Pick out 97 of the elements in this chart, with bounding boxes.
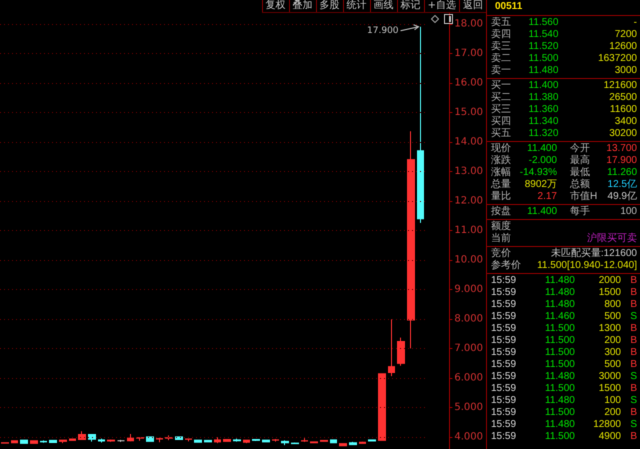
text: 15:59 11.500 4900 B bbox=[491, 431, 637, 442]
candlestick bbox=[88, 434, 96, 442]
candlestick bbox=[407, 130, 415, 349]
candlestick bbox=[339, 442, 347, 446]
candlestick bbox=[378, 373, 386, 441]
text: 多股 bbox=[316, 0, 343, 12]
text: 15:59 11.500 300 B bbox=[491, 347, 637, 358]
text: 15:59 11.460 500 S bbox=[491, 311, 637, 322]
candlestick bbox=[117, 439, 125, 442]
y-tick-label: 18.00 bbox=[454, 18, 484, 30]
candlestick bbox=[156, 437, 163, 443]
text: 复权 bbox=[262, 0, 289, 12]
candlestick bbox=[214, 436, 221, 444]
text: +自选 bbox=[424, 0, 459, 12]
text: 卖二 11.500 1637200 bbox=[491, 53, 637, 64]
text: 买一 11.400 121600 bbox=[491, 80, 637, 91]
text: 卖四 11.540 7200 bbox=[491, 29, 637, 40]
candlestick bbox=[98, 438, 105, 444]
text: 当前 沪限买可卖 bbox=[491, 233, 637, 244]
candlestick bbox=[11, 440, 18, 444]
candlestick bbox=[262, 440, 270, 442]
candlestick bbox=[310, 441, 318, 444]
candlestick bbox=[204, 440, 212, 442]
text: 画线 bbox=[370, 0, 397, 12]
candlestick bbox=[272, 438, 279, 442]
text: 15:59 11.480 800 B bbox=[491, 299, 637, 310]
text: 15:59 11.480 12800 S bbox=[491, 419, 637, 430]
text: 叠加 bbox=[288, 0, 316, 12]
y-tick-label: 17.00 bbox=[454, 48, 484, 59]
text: 15:59 11.500 1300 B bbox=[491, 323, 637, 334]
y-tick-label: 7.000 bbox=[454, 343, 484, 354]
candlestick bbox=[233, 438, 241, 442]
candlestick bbox=[30, 440, 38, 444]
candlestick bbox=[281, 440, 289, 446]
text: 买五 11.320 30200 bbox=[491, 128, 637, 139]
candlestick bbox=[388, 318, 395, 377]
text: 买二 11.380 26500 bbox=[491, 92, 637, 103]
text: 竞价 未匹配买量:121600 bbox=[491, 248, 637, 259]
y-tick-label: 10.00 bbox=[454, 254, 484, 266]
text: 返回 bbox=[459, 0, 486, 12]
candlestick bbox=[146, 436, 154, 442]
text: 15:59 11.480 2000 B bbox=[491, 275, 637, 286]
candlestick bbox=[252, 438, 260, 442]
y-tick-label: 8.000 bbox=[454, 314, 484, 325]
text: 15:59 11.500 200 B bbox=[491, 407, 637, 418]
text: 买四 11.340 3400 bbox=[491, 116, 637, 127]
candlestick bbox=[397, 337, 405, 366]
text: 量比 2.17 市值H 49.9亿 bbox=[491, 191, 637, 202]
candlestick bbox=[223, 439, 231, 442]
text: 参考价 11.500[10.940-12.040] bbox=[491, 260, 637, 271]
candlestick bbox=[243, 440, 250, 444]
text: 15:59 11.480 1500 B bbox=[491, 287, 637, 298]
candlestick bbox=[368, 439, 376, 442]
text: 15:59 11.480 3000 S bbox=[491, 371, 637, 382]
y-tick-label: 12.00 bbox=[454, 195, 484, 206]
text: 00511 bbox=[495, 1, 522, 13]
y-tick-label: 6.000 bbox=[454, 372, 484, 384]
candlestick bbox=[349, 441, 357, 446]
y-tick-label: 16.00 bbox=[454, 77, 484, 88]
text: 卖三 11.520 12600 bbox=[491, 41, 637, 52]
y-tick-label: 14.00 bbox=[454, 136, 484, 148]
y-tick-label: 11.00 bbox=[454, 225, 484, 236]
annotation: 17.900 bbox=[367, 26, 399, 36]
text: 卖五 11.560 - bbox=[491, 17, 637, 28]
text: 现价 11.400 今开 13.700 bbox=[491, 143, 637, 154]
candlestick bbox=[301, 438, 308, 442]
y-tick-label: 5.000 bbox=[454, 402, 484, 414]
text: 标记 bbox=[396, 0, 424, 12]
y-tick-label: 4.000 bbox=[454, 432, 484, 443]
candlestick bbox=[185, 438, 192, 442]
y-tick-label: 15.00 bbox=[454, 106, 484, 118]
text: 按盘 11.400 每手 100 bbox=[491, 206, 637, 217]
candlestick bbox=[59, 440, 67, 444]
candlestick bbox=[69, 438, 76, 442]
text: 卖一 11.480 3000 bbox=[491, 65, 637, 76]
candlestick bbox=[49, 440, 57, 444]
text: 额度 bbox=[491, 221, 511, 232]
text: 总量 8902万 总额 12.5亿 bbox=[491, 179, 637, 190]
candlestick bbox=[175, 436, 183, 440]
text: 15:59 11.500 200 B bbox=[491, 335, 637, 346]
text: 15:59 11.480 100 S bbox=[491, 395, 637, 406]
text: 15:59 11.500 500 B bbox=[491, 359, 637, 370]
candlestick bbox=[417, 26, 424, 224]
candlestick bbox=[107, 439, 115, 442]
text: 15:59 11.500 1500 B bbox=[491, 383, 637, 394]
text: 涨幅 -14.93% 最低 11.260 bbox=[491, 167, 637, 178]
candlestick bbox=[194, 440, 202, 443]
candlestick bbox=[127, 433, 134, 442]
candlestick bbox=[40, 440, 47, 444]
y-tick-label: 9.000 bbox=[454, 284, 484, 296]
y-tick-label: 13.00 bbox=[454, 166, 484, 177]
text: 买三 11.360 11600 bbox=[491, 104, 637, 115]
candlestick bbox=[78, 430, 86, 440]
candlestick bbox=[330, 439, 337, 444]
candlestick bbox=[359, 441, 366, 444]
text: 涨跌 -2.000 最高 17.900 bbox=[491, 155, 637, 166]
candlestick bbox=[20, 440, 28, 444]
